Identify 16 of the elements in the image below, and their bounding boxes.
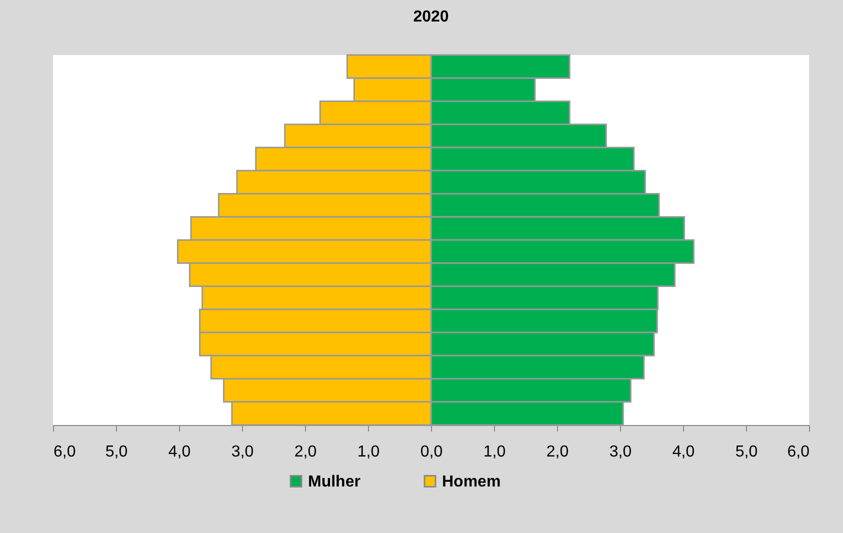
- x-tick-label: 5,0: [105, 444, 128, 460]
- x-tick-label: 5,0: [735, 444, 758, 460]
- x-tick-label: 0,0: [420, 444, 443, 460]
- x-tick-label: 6,0: [787, 444, 810, 460]
- chart-title: 2020: [413, 8, 449, 26]
- x-tick-label: 3,0: [609, 444, 632, 460]
- legend-label: Mulher: [308, 473, 360, 490]
- legend-label: Homem: [442, 473, 501, 490]
- x-tick-label: 3,0: [231, 444, 254, 460]
- x-tick-label: 4,0: [168, 444, 191, 460]
- x-tick-label: 6,0: [54, 444, 76, 460]
- x-tick-label: 2,0: [546, 444, 569, 460]
- x-tick-label: 2,0: [294, 444, 317, 460]
- x-tick-label: 1,0: [357, 444, 380, 460]
- x-tick-label: 1,0: [483, 444, 506, 460]
- x-tick-label: 4,0: [672, 444, 695, 460]
